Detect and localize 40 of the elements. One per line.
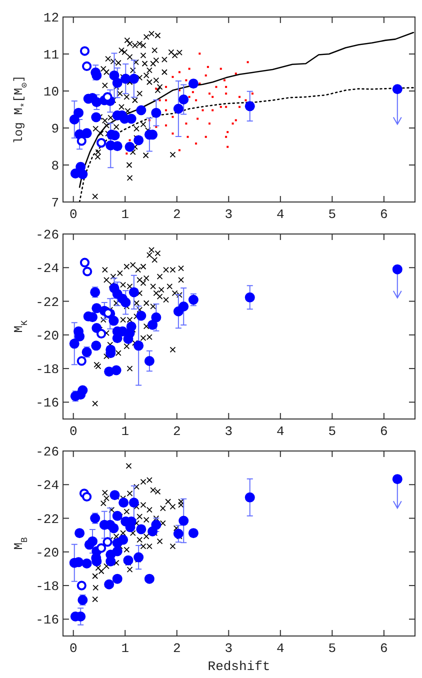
x-tick-label: 1 xyxy=(121,641,130,656)
y-tick-label: -24 xyxy=(36,478,60,494)
x-tick-label: 0 xyxy=(69,641,78,656)
x-tick-label: 2 xyxy=(172,207,181,222)
x-tick-label: 0 xyxy=(69,207,78,222)
y-tick-label: -24 xyxy=(36,261,60,276)
x-tick-label: 2 xyxy=(172,424,181,439)
y-tick-label: -22 xyxy=(36,294,59,310)
y-tick-label: 12 xyxy=(43,10,59,26)
y-tick-label: -16 xyxy=(36,396,59,411)
y-tick-label: -20 xyxy=(36,328,59,344)
y-tick-label: -20 xyxy=(36,545,59,560)
y-tick-label: -18 xyxy=(36,362,59,378)
x-tick-label: 2 xyxy=(172,641,181,656)
y-tick-label: 11 xyxy=(43,48,60,62)
y-tick-label: 9 xyxy=(51,122,59,136)
y-tick-label: -26 xyxy=(36,444,59,460)
y-tick-label: 7 xyxy=(51,196,59,210)
x-tick-label: 4 xyxy=(276,424,285,439)
x-tick-label: 0 xyxy=(69,424,78,439)
y-tick-label: 10 xyxy=(43,84,59,100)
x-tick-label: 3 xyxy=(224,641,233,656)
y-tick-label: 8 xyxy=(51,158,59,174)
x-tick-label: 6 xyxy=(380,424,388,439)
x-tick-label: 3 xyxy=(224,424,233,439)
x-tick-label: 5 xyxy=(328,424,336,439)
x-axis-title: Redshift xyxy=(208,659,270,674)
x-tick-label: 5 xyxy=(328,641,336,656)
x-tick-label: 3 xyxy=(224,207,233,222)
x-tick-label: 4 xyxy=(276,207,285,222)
x-tick-label: 1 xyxy=(121,207,130,222)
x-tick-label: 6 xyxy=(380,207,388,222)
x-tick-label: 1 xyxy=(121,424,130,439)
y-tick-label: -22 xyxy=(36,512,59,527)
y-tick-label: -26 xyxy=(36,228,59,242)
x-tick-label: 4 xyxy=(276,641,285,656)
y-tick-label: -18 xyxy=(36,579,59,594)
x-tick-label: 5 xyxy=(328,207,336,222)
y-tick-label: -16 xyxy=(36,612,59,628)
x-tick-label: 6 xyxy=(380,641,388,656)
